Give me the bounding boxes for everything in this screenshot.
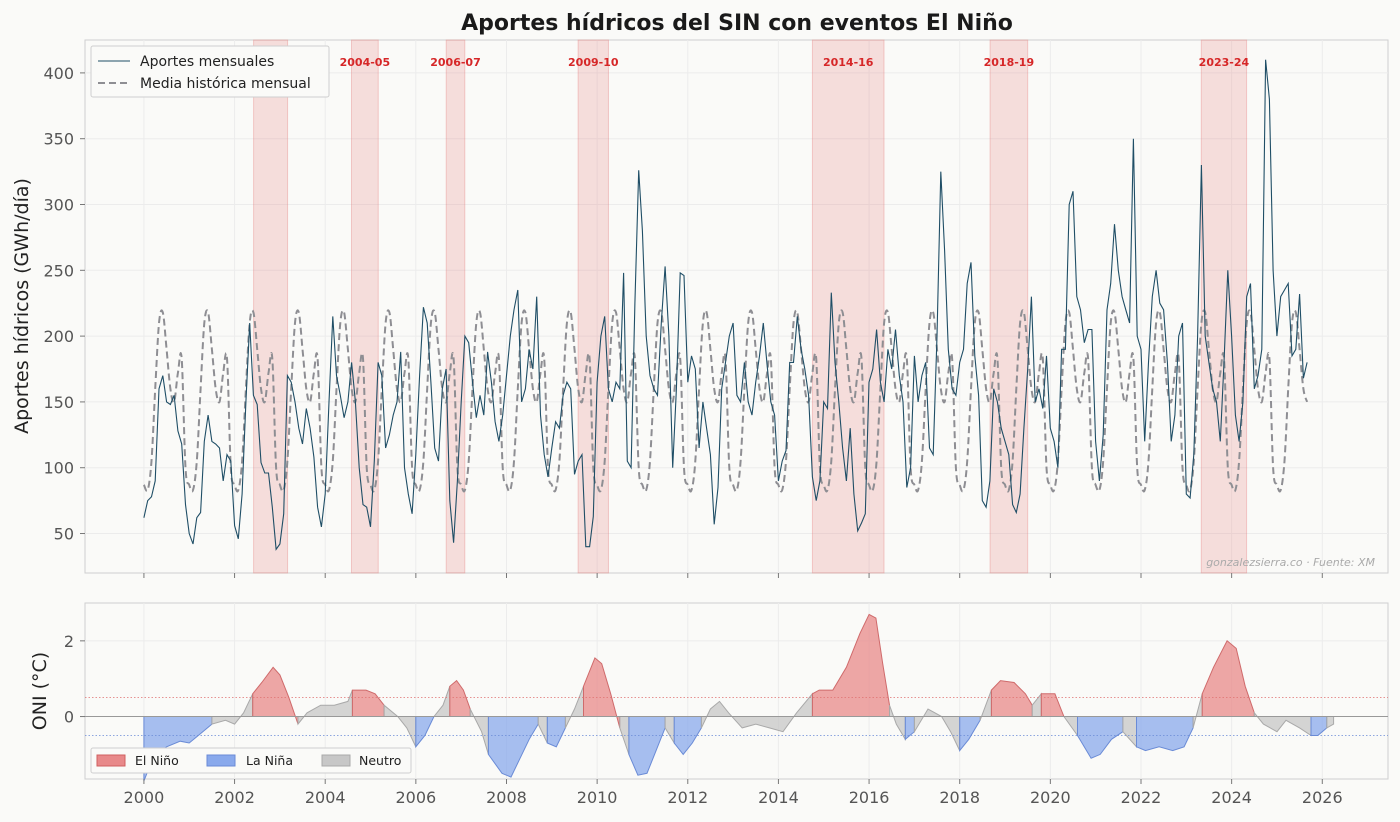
chart-title: Aportes hídricos del SIN con eventos El … (461, 11, 1013, 36)
bottom-y-tick-label: 0 (64, 708, 74, 727)
event-label: 2014-16 (823, 56, 874, 69)
bottom-y-tick-label: 2 (64, 632, 74, 651)
bottom-panel: 02 2000 2002 2004 2006 2008 2010 2012 2014 2016 2… (29, 573, 1389, 807)
legend-label-mean: Media histórica mensual (140, 76, 311, 92)
x-tick-label: 2020 (1030, 788, 1071, 807)
x-tick-label: 2008 (486, 788, 527, 807)
event-label: 2006-07 (430, 56, 481, 69)
x-tick-label: 2026 (1302, 788, 1343, 807)
bottom-legend: El Niño La Niña Neutro (90, 747, 412, 774)
event-band (577, 39, 609, 574)
top-y-tick-label: 200 (43, 327, 74, 346)
x-tick-label: 2016 (849, 788, 890, 807)
top-panel: 2002-032004-052006-072009-102014-162018-… (11, 39, 1389, 574)
credit-note: gonzalezsierra.co · Fuente: XM (1206, 556, 1375, 569)
top-plot-area (84, 39, 1389, 574)
top-y-tick-label: 300 (43, 196, 74, 215)
x-tick-label: 2024 (1211, 788, 1252, 807)
event-band (811, 39, 885, 574)
legend-label-la-nina: La Niña (246, 753, 293, 768)
event-band (989, 39, 1029, 574)
x-tick-label: 2002 (214, 788, 255, 807)
legend-swatch-neutro (321, 754, 351, 767)
legend-label-flow: Aportes mensuales (140, 54, 274, 70)
x-tick-label: 2018 (939, 788, 980, 807)
event-label: 2023-24 (1199, 56, 1250, 69)
x-tick-label: 2000 (124, 788, 165, 807)
legend-swatch-la-nina (206, 754, 236, 767)
top-y-tick-label: 400 (43, 64, 74, 83)
x-tick-label: 2004 (305, 788, 346, 807)
event-band (350, 39, 379, 574)
bottom-y-axis-label: ONI (°C) (29, 652, 51, 730)
series-flow-line (143, 59, 1308, 551)
event-band (445, 39, 466, 574)
legend-swatch-el-nino (96, 754, 126, 767)
x-tick-label: 2012 (667, 788, 708, 807)
x-tick-label: 2010 (577, 788, 618, 807)
x-tick-label: 2014 (758, 788, 799, 807)
event-label: 2004-05 (340, 56, 391, 69)
top-y-tick-label: 150 (43, 393, 74, 412)
event-label: 2009-10 (568, 56, 619, 69)
event-label: 2018-19 (984, 56, 1035, 69)
bottom-legend-box (90, 747, 412, 774)
oni-reference-lines (85, 697, 1388, 736)
event-band (1200, 39, 1248, 574)
x-tick-label: 2022 (1121, 788, 1162, 807)
top-y-ticks: 50 100 150 200 250 300 350 400 (43, 64, 85, 544)
x-tick-label: 2006 (395, 788, 436, 807)
legend-label-el-nino: El Niño (135, 753, 179, 768)
top-y-tick-label: 50 (54, 525, 74, 544)
top-y-tick-label: 350 (43, 130, 74, 149)
top-legend: Aportes mensuales Media histórica mensua… (90, 45, 330, 98)
top-y-tick-label: 100 (43, 459, 74, 478)
event-band (253, 39, 289, 574)
oni-area-nina (1136, 716, 1194, 752)
top-y-axis-label: Aportes hídricos (GWh/día) (11, 178, 33, 434)
top-y-tick-label: 250 (43, 261, 74, 280)
bottom-y-ticks: 02 (64, 632, 85, 727)
legend-label-neutro: Neutro (359, 753, 401, 768)
x-ticks: 2000 2002 2004 2006 2008 2010 2012 2014 2016 2018… (124, 573, 1343, 807)
top-legend-box (90, 45, 330, 98)
